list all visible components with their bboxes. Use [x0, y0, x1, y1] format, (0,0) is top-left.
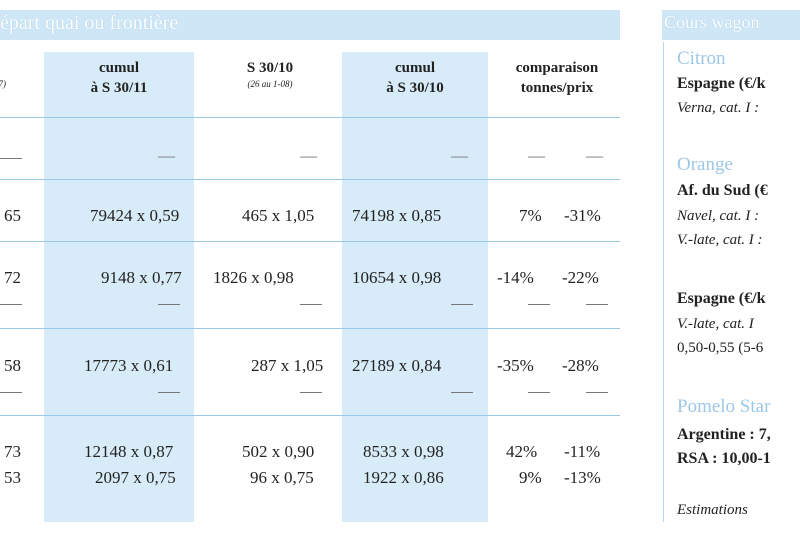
col3-header-top: cumul: [342, 58, 488, 78]
table-cell: -13%: [564, 468, 601, 488]
table-cell: 27189 x 0,84: [352, 356, 441, 376]
pomelo-line: RSA : 10,00-1: [677, 450, 771, 468]
table-cell: —: [300, 146, 317, 166]
table-cell: -28%: [562, 356, 599, 376]
row-divider: [0, 241, 620, 242]
citron-title: Citron: [677, 48, 726, 70]
table-cell: -31%: [564, 206, 601, 226]
table-cell: 12148 x 0,87: [84, 442, 173, 462]
table-cell: 65: [4, 206, 21, 226]
empty-dash: [586, 392, 608, 393]
col3-header-bottom: à S 30/10: [342, 78, 488, 98]
pomelo-title: Pomelo Star: [677, 396, 770, 418]
table-cell: -22%: [562, 268, 599, 288]
footnote: Estimations: [677, 502, 748, 519]
table-cell: 287 x 1,05: [251, 356, 323, 376]
orange-line: 0,50-0,55 (5-6: [677, 340, 763, 357]
table-cell: 7%: [519, 206, 542, 226]
row-divider: [0, 117, 620, 118]
empty-dash: [528, 304, 550, 305]
table-cell: 9148 x 0,77: [101, 268, 182, 288]
table-cell: -11%: [564, 442, 600, 462]
col4-header: comparaison tonnes/prix: [494, 58, 620, 98]
orange-line: V.-late, cat. I :: [677, 232, 763, 249]
col4-header-bottom: tonnes/prix: [494, 78, 620, 98]
table-cell: 72: [4, 268, 21, 288]
orange-country: Af. du Sud (€: [677, 182, 768, 200]
table-cell: 2097 x 0,75: [95, 468, 176, 488]
table-cell: -35%: [497, 356, 534, 376]
empty-dash: [300, 304, 322, 305]
table-cell: 74198 x 0,85: [352, 206, 441, 226]
orange-country-2: Espagne (€/k: [677, 290, 765, 308]
section-title: épart quai ou frontière: [0, 12, 178, 35]
pomelo-line: Argentine : 7,: [677, 426, 771, 444]
table-cell: 17773 x 0,61: [84, 356, 173, 376]
empty-dash: [0, 392, 22, 393]
table-cell: 10654 x 0,98: [352, 268, 441, 288]
table-cell: 502 x 0,90: [242, 442, 314, 462]
empty-dash: [528, 392, 550, 393]
table-cell: —: [158, 146, 175, 166]
col0-header: l 07): [0, 58, 14, 90]
col2-header-top: S 30/10: [200, 58, 340, 78]
empty-dash: [451, 392, 473, 393]
empty-dash: [300, 392, 322, 393]
empty-dash: [158, 392, 180, 393]
table-cell: 58: [4, 356, 21, 376]
table-cell: 96 x 0,75: [250, 468, 314, 488]
table-cell: 79424 x 0,59: [90, 206, 179, 226]
orange-line: V.-late, cat. I: [677, 316, 754, 333]
col2-header-sub: (26 au 1-08): [200, 78, 340, 90]
table-cell: 53: [4, 468, 21, 488]
row-divider: [0, 415, 620, 416]
table-cell: —: [586, 146, 603, 166]
col0-header-sub: 07): [0, 78, 14, 90]
table-cell: 9%: [519, 468, 542, 488]
table-cell: 73: [4, 442, 21, 462]
table-cell: 465 x 1,05: [242, 206, 314, 226]
table-cell: —: [451, 146, 468, 166]
table-cell: 1826 x 0,98: [213, 268, 294, 288]
table-cell: 1922 x 0,86: [363, 468, 444, 488]
col1-header: cumul à S 30/11: [44, 58, 194, 98]
col3-header: cumul à S 30/10: [342, 58, 488, 98]
empty-dash: [451, 304, 473, 305]
empty-dash: [0, 158, 22, 159]
orange-title: Orange: [677, 154, 733, 176]
col1-header-bottom: à S 30/11: [44, 78, 194, 98]
empty-dash: [0, 304, 22, 305]
col4-header-top: comparaison: [494, 58, 620, 78]
empty-dash: [158, 304, 180, 305]
right-panel-divider: [663, 42, 664, 522]
table-cell: 42%: [506, 442, 537, 462]
citron-country: Espagne (€/k: [677, 75, 765, 93]
col2-header: S 30/10 (26 au 1-08): [200, 58, 340, 90]
citron-line: Verna, cat. I :: [677, 100, 759, 117]
row-divider: [0, 328, 620, 329]
table-cell: -14%: [497, 268, 534, 288]
table-cell: —: [528, 146, 545, 166]
orange-line: Navel, cat. I :: [677, 208, 759, 225]
table-cell: 8533 x 0,98: [363, 442, 444, 462]
empty-dash: [586, 304, 608, 305]
col1-header-top: cumul: [44, 58, 194, 78]
row-divider: [0, 179, 620, 180]
right-section-title: Cours wagon: [664, 12, 760, 33]
